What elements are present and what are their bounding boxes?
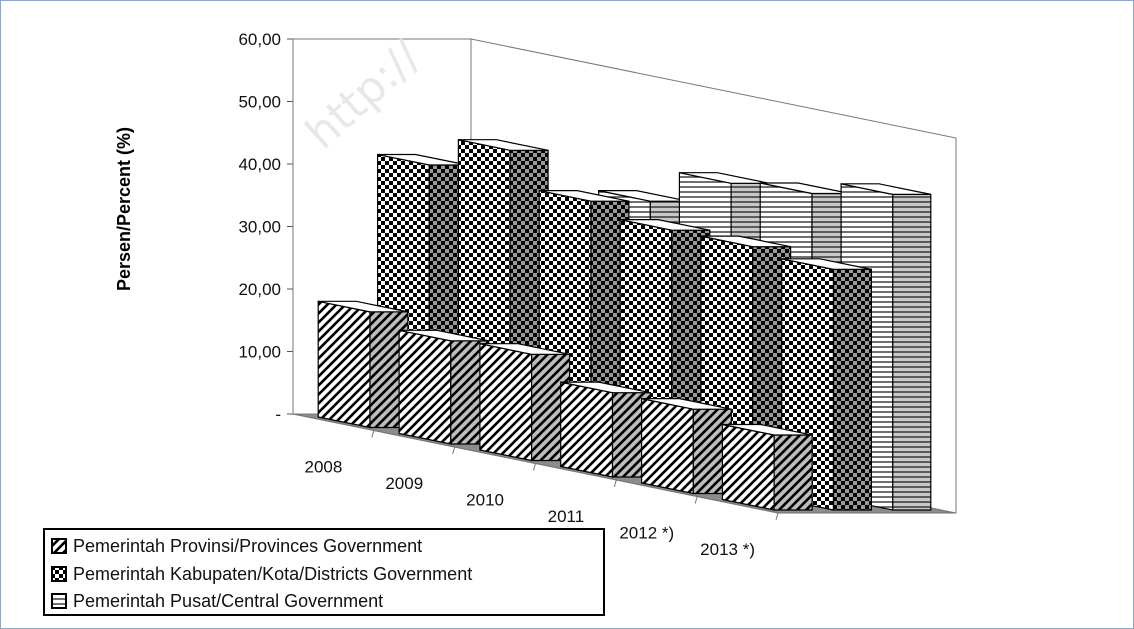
x-tick-mark	[613, 479, 617, 488]
bar-provinces	[317, 300, 409, 429]
x-axis: 2008 2009 2010 2011 2012 *) 2013 *)	[292, 413, 779, 559]
y-tick-label: 40,00	[238, 155, 281, 174]
y-tick-label: 10,00	[238, 343, 281, 362]
bar-provinces	[640, 397, 732, 495]
x-tick-label: 2012 *)	[619, 523, 674, 542]
legend-label-central: Pemerintah Pusat/Central Government	[73, 590, 384, 611]
y-tick-label: 20,00	[238, 280, 281, 299]
diagonal-hatch-swatch-icon	[51, 538, 67, 554]
y-tick-label: 30,00	[238, 218, 281, 237]
horizontal-lines-swatch-icon	[51, 593, 67, 609]
y-tick-label: -	[275, 405, 281, 424]
bars	[317, 138, 932, 511]
legend-label-districts: Pemerintah Kabupaten/Kota/Districts Gove…	[73, 563, 473, 584]
x-tick-mark	[533, 463, 536, 471]
bar-provinces	[398, 329, 490, 445]
bar-provinces	[479, 342, 571, 462]
legend-item-districts: Pemerintah Kabupaten/Kota/Districts Gove…	[51, 562, 472, 586]
x-tick-label: 2011	[548, 507, 585, 526]
x-tick-label: 2008	[305, 457, 343, 476]
legend-item-provinces: Pemerintah Provinsi/Provinces Government	[51, 534, 422, 558]
checker-pattern-swatch-icon	[51, 566, 67, 582]
x-tick-label: 2009	[385, 474, 423, 493]
x-tick-mark	[694, 496, 698, 504]
y-axis: - 10,00 20,00 30,00 40,00 50,00 60,00	[238, 30, 294, 424]
y-tick-label: 60,00	[238, 30, 281, 49]
x-tick-mark	[371, 430, 375, 438]
legend-item-central: Pemerintah Pusat/Central Government	[51, 589, 383, 613]
y-axis-title: Persen/Percent (%)	[114, 127, 134, 291]
x-tick-mark	[775, 512, 779, 521]
y-tick-label: 50,00	[238, 93, 281, 112]
x-tick-label: 2010	[466, 490, 504, 509]
bar-provinces	[560, 381, 652, 478]
x-tick-label: 2013 *)	[700, 540, 755, 559]
legend-label-provinces: Pemerintah Provinsi/Provinces Government	[73, 535, 423, 556]
legend: Pemerintah Provinsi/Provinces Government…	[43, 528, 605, 616]
x-tick-mark	[452, 446, 456, 455]
bar-provinces	[721, 423, 813, 511]
